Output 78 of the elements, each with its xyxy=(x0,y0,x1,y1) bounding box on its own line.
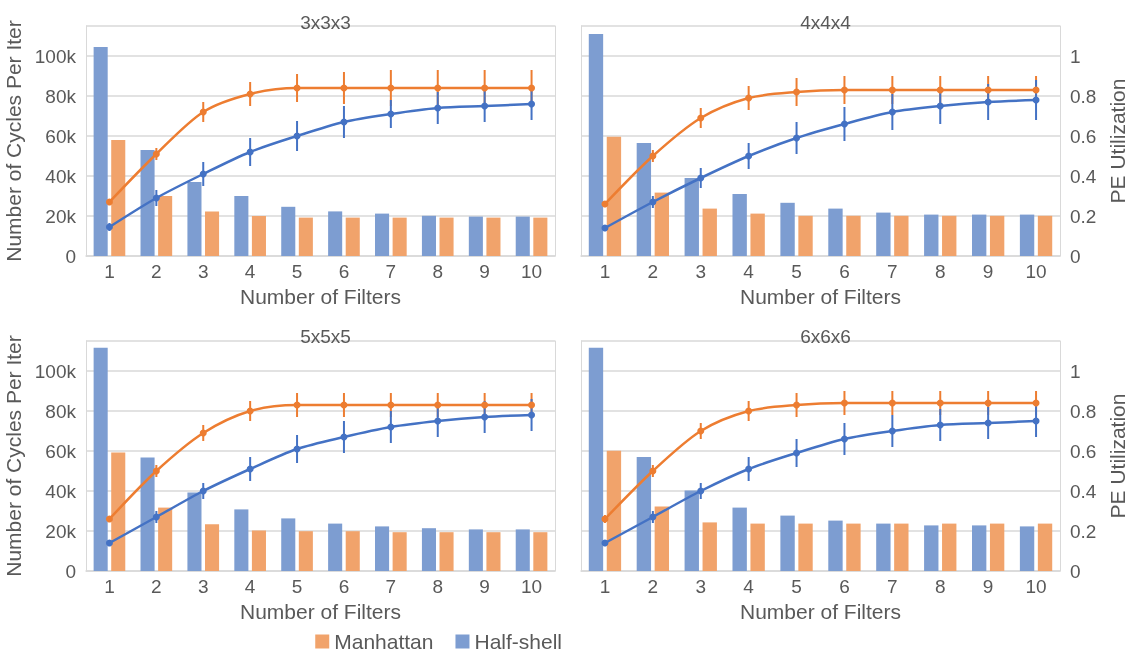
chart-title: 6x6x6 xyxy=(800,326,851,347)
x-tick-label: 6 xyxy=(839,261,850,282)
chart-title: 4x4x4 xyxy=(800,12,852,33)
legend-label: Manhattan xyxy=(334,630,434,653)
y-tick-label: 0 xyxy=(65,560,76,582)
y-tick-label: 60k xyxy=(45,125,77,147)
y2-tick-label: 1 xyxy=(1070,360,1081,382)
x-tick-label: 10 xyxy=(520,261,543,282)
x-tick-label: 4 xyxy=(244,261,256,282)
y-axis-title: Number of Cycles Per Iter xyxy=(1,335,25,577)
y-tick-label: 100k xyxy=(34,360,77,382)
y2-tick-label: 0.2 xyxy=(1070,520,1097,542)
y-tick-label: 100k xyxy=(34,45,77,67)
x-tick-label: 4 xyxy=(743,576,755,597)
y2-tick-label: 1 xyxy=(1070,45,1081,67)
legend-label: Half-shell xyxy=(474,630,562,653)
x-tick-label: 5 xyxy=(791,576,802,597)
y-tick-label: 40k xyxy=(45,165,77,187)
x-tick-label: 7 xyxy=(887,576,898,597)
x-tick-label: 1 xyxy=(599,261,611,282)
x-tick-label: 5 xyxy=(291,576,303,597)
y-tick-label: 40k xyxy=(45,480,77,502)
x-tick-label: 6 xyxy=(338,576,350,597)
y2-tick-label: 0.2 xyxy=(1070,205,1097,227)
y2-tick-label: 0.6 xyxy=(1070,125,1097,147)
x-tick-label: 2 xyxy=(647,576,659,597)
y-tick-label: 20k xyxy=(45,205,77,227)
x-axis-title: Number of Filters xyxy=(739,284,902,308)
x-tick-label: 8 xyxy=(432,576,444,597)
x-tick-label: 4 xyxy=(244,576,256,597)
x-tick-label: 9 xyxy=(982,261,994,282)
x-tick-label: 1 xyxy=(599,576,611,597)
x-tick-label: 8 xyxy=(934,261,946,282)
y2-tick-label: 0.6 xyxy=(1070,440,1097,462)
y-tick-label: 80k xyxy=(45,400,77,422)
chart-title: 5x5x5 xyxy=(300,326,351,347)
y-tick-label: 80k xyxy=(45,85,77,107)
y2-tick-label: 0.4 xyxy=(1070,165,1097,187)
y2-tick-label: 0 xyxy=(1070,560,1081,582)
y2-tick-label: 0.8 xyxy=(1070,85,1097,107)
x-axis-title: Number of Filters xyxy=(239,599,402,623)
x-tick-label: 9 xyxy=(479,576,490,597)
y2-axis-title: PE Utilization xyxy=(1106,393,1130,519)
x-axis-title: Number of Filters xyxy=(739,599,902,623)
y-axis-title: Number of Cycles Per Iter xyxy=(1,20,25,262)
x-axis-title: Number of Filters xyxy=(239,284,402,308)
x-tick-label: 6 xyxy=(338,261,350,282)
x-tick-label: 7 xyxy=(887,261,898,282)
x-tick-label: 9 xyxy=(479,261,490,282)
y-tick-label: 0 xyxy=(65,245,76,267)
chart-title: 3x3x3 xyxy=(300,12,351,33)
x-tick-label: 2 xyxy=(151,261,162,282)
y-tick-label: 20k xyxy=(45,520,77,542)
x-tick-label: 8 xyxy=(934,576,946,597)
x-tick-label: 7 xyxy=(385,261,397,282)
x-tick-label: 3 xyxy=(695,576,707,597)
x-tick-label: 5 xyxy=(791,261,802,282)
x-tick-label: 10 xyxy=(1025,261,1047,282)
x-tick-label: 4 xyxy=(743,261,755,282)
x-tick-label: 5 xyxy=(291,261,303,282)
y2-tick-label: 0.8 xyxy=(1070,400,1097,422)
x-tick-label: 3 xyxy=(197,576,209,597)
x-tick-label: 7 xyxy=(385,576,397,597)
x-tick-label: 3 xyxy=(197,261,209,282)
x-tick-label: 2 xyxy=(647,261,659,282)
x-tick-label: 8 xyxy=(432,261,444,282)
x-tick-label: 10 xyxy=(520,576,543,597)
y2-axis-title: PE Utilization xyxy=(1106,78,1130,204)
x-tick-label: 3 xyxy=(695,261,707,282)
x-tick-label: 9 xyxy=(982,576,994,597)
y2-tick-label: 0 xyxy=(1070,245,1081,267)
x-tick-label: 1 xyxy=(104,576,115,597)
y2-tick-label: 0.4 xyxy=(1070,480,1097,502)
y-tick-label: 60k xyxy=(45,440,77,462)
x-tick-label: 10 xyxy=(1025,576,1047,597)
x-tick-label: 1 xyxy=(104,261,115,282)
x-tick-label: 2 xyxy=(151,576,162,597)
x-tick-label: 6 xyxy=(839,576,850,597)
